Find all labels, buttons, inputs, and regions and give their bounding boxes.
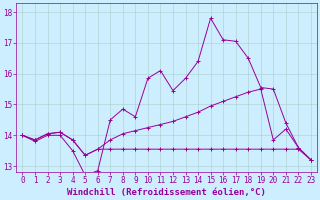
X-axis label: Windchill (Refroidissement éolien,°C): Windchill (Refroidissement éolien,°C)	[67, 188, 266, 197]
